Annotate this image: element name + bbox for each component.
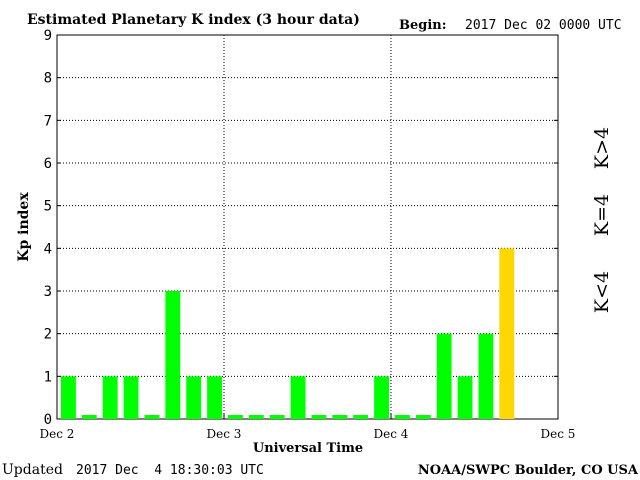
y-tick-label: 3 xyxy=(44,284,52,300)
x-tick-label: Dec 3 xyxy=(207,427,242,441)
x-tick-label: Dec 5 xyxy=(541,427,576,441)
grid-lines xyxy=(57,35,558,419)
kp-bar xyxy=(478,333,494,419)
y-tick-label: 0 xyxy=(44,412,52,428)
kp-bar xyxy=(353,415,369,419)
kp-bar xyxy=(144,415,160,419)
kp-bar xyxy=(436,333,452,419)
kp-bar xyxy=(207,376,222,419)
kp-bar xyxy=(332,415,348,419)
x-tick-labels: Dec 2 Dec 3 Dec 4 Dec 5 xyxy=(40,413,576,441)
kp-bar xyxy=(228,415,243,419)
kp-bar xyxy=(374,376,389,419)
kp-bar xyxy=(269,415,285,419)
updated-value: 2017 Dec 4 18:30:03 UTC xyxy=(76,463,264,478)
x-tick-label: Dec 2 xyxy=(40,427,75,441)
kp-bar xyxy=(165,291,181,419)
legend-storm: K>4 xyxy=(591,127,613,169)
kp-bar xyxy=(457,376,473,419)
kp-bar xyxy=(61,376,76,419)
y-tick-label: 9 xyxy=(44,28,52,44)
y-tick-label: 5 xyxy=(44,199,52,215)
kp-bar xyxy=(186,376,202,419)
begin-value: 2017 Dec 02 0000 UTC xyxy=(465,18,622,33)
y-tick-label: 2 xyxy=(44,327,52,343)
x-tick-label: Dec 4 xyxy=(374,427,409,441)
updated-label: Updated xyxy=(2,462,63,478)
y-tick-label: 8 xyxy=(44,71,52,87)
x-axis-label: Universal Time xyxy=(253,441,363,456)
kp-bar xyxy=(123,376,139,419)
legend-active: K=4 xyxy=(591,194,613,236)
credit: NOAA/SWPC Boulder, CO USA xyxy=(418,463,639,478)
kp-bar xyxy=(102,376,118,419)
y-tick-labels: 0 1 2 3 4 5 6 7 8 9 xyxy=(44,28,558,428)
y-axis-label: Kp index xyxy=(16,192,32,262)
kp-bar xyxy=(290,376,306,419)
plot-frame xyxy=(56,34,559,420)
chart-title: Estimated Planetary K index (3 hour data… xyxy=(27,12,360,28)
kp-bar xyxy=(311,415,327,419)
begin-label: Begin: xyxy=(399,18,447,33)
kp-bar xyxy=(81,415,97,419)
y-tick-label: 1 xyxy=(44,369,52,385)
y-tick-label: 4 xyxy=(44,241,52,257)
kp-bar xyxy=(415,415,431,419)
legend-quiet: K<4 xyxy=(591,271,613,313)
y-tick-label: 7 xyxy=(44,113,52,129)
kp-bar xyxy=(248,415,264,419)
kp-bar xyxy=(395,415,410,419)
y-tick-label: 6 xyxy=(44,156,52,172)
bars xyxy=(61,248,515,419)
kp-bar xyxy=(499,248,515,419)
